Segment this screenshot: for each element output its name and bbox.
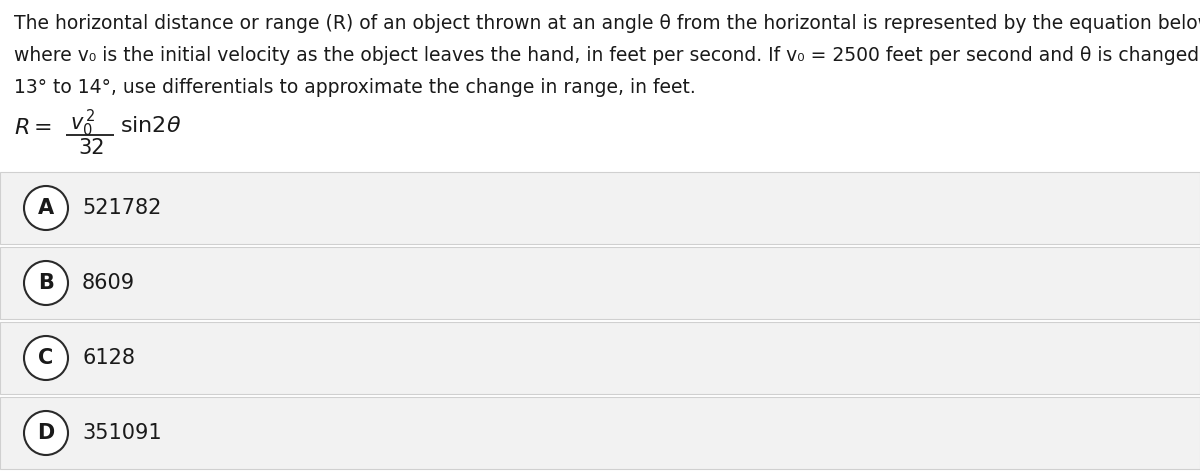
- Text: 8609: 8609: [82, 273, 136, 293]
- Text: where v₀ is the initial velocity as the object leaves the hand, in feet per seco: where v₀ is the initial velocity as the …: [14, 46, 1200, 65]
- Text: $v_0^{\,2}$: $v_0^{\,2}$: [70, 108, 96, 139]
- Bar: [0, 322, 1200, 394]
- Circle shape: [24, 411, 68, 455]
- Circle shape: [24, 336, 68, 380]
- Text: 32: 32: [78, 138, 104, 158]
- Text: 521782: 521782: [82, 198, 161, 218]
- Text: B: B: [38, 273, 54, 293]
- Text: D: D: [37, 423, 55, 443]
- Text: C: C: [38, 348, 54, 368]
- Text: A: A: [38, 198, 54, 218]
- Bar: [0, 172, 1200, 244]
- Bar: [0, 397, 1200, 469]
- Text: $R =$: $R =$: [14, 118, 52, 138]
- Circle shape: [24, 186, 68, 230]
- Text: 351091: 351091: [82, 423, 162, 443]
- Text: 6128: 6128: [82, 348, 134, 368]
- Text: The horizontal distance or range (R) of an object thrown at an angle θ from the : The horizontal distance or range (R) of …: [14, 14, 1200, 33]
- Bar: [0, 247, 1200, 319]
- Text: 13° to 14°, use differentials to approximate the change in range, in feet.: 13° to 14°, use differentials to approxi…: [14, 78, 696, 97]
- Text: $\mathrm{sin}2\theta$: $\mathrm{sin}2\theta$: [120, 116, 181, 136]
- Circle shape: [24, 261, 68, 305]
